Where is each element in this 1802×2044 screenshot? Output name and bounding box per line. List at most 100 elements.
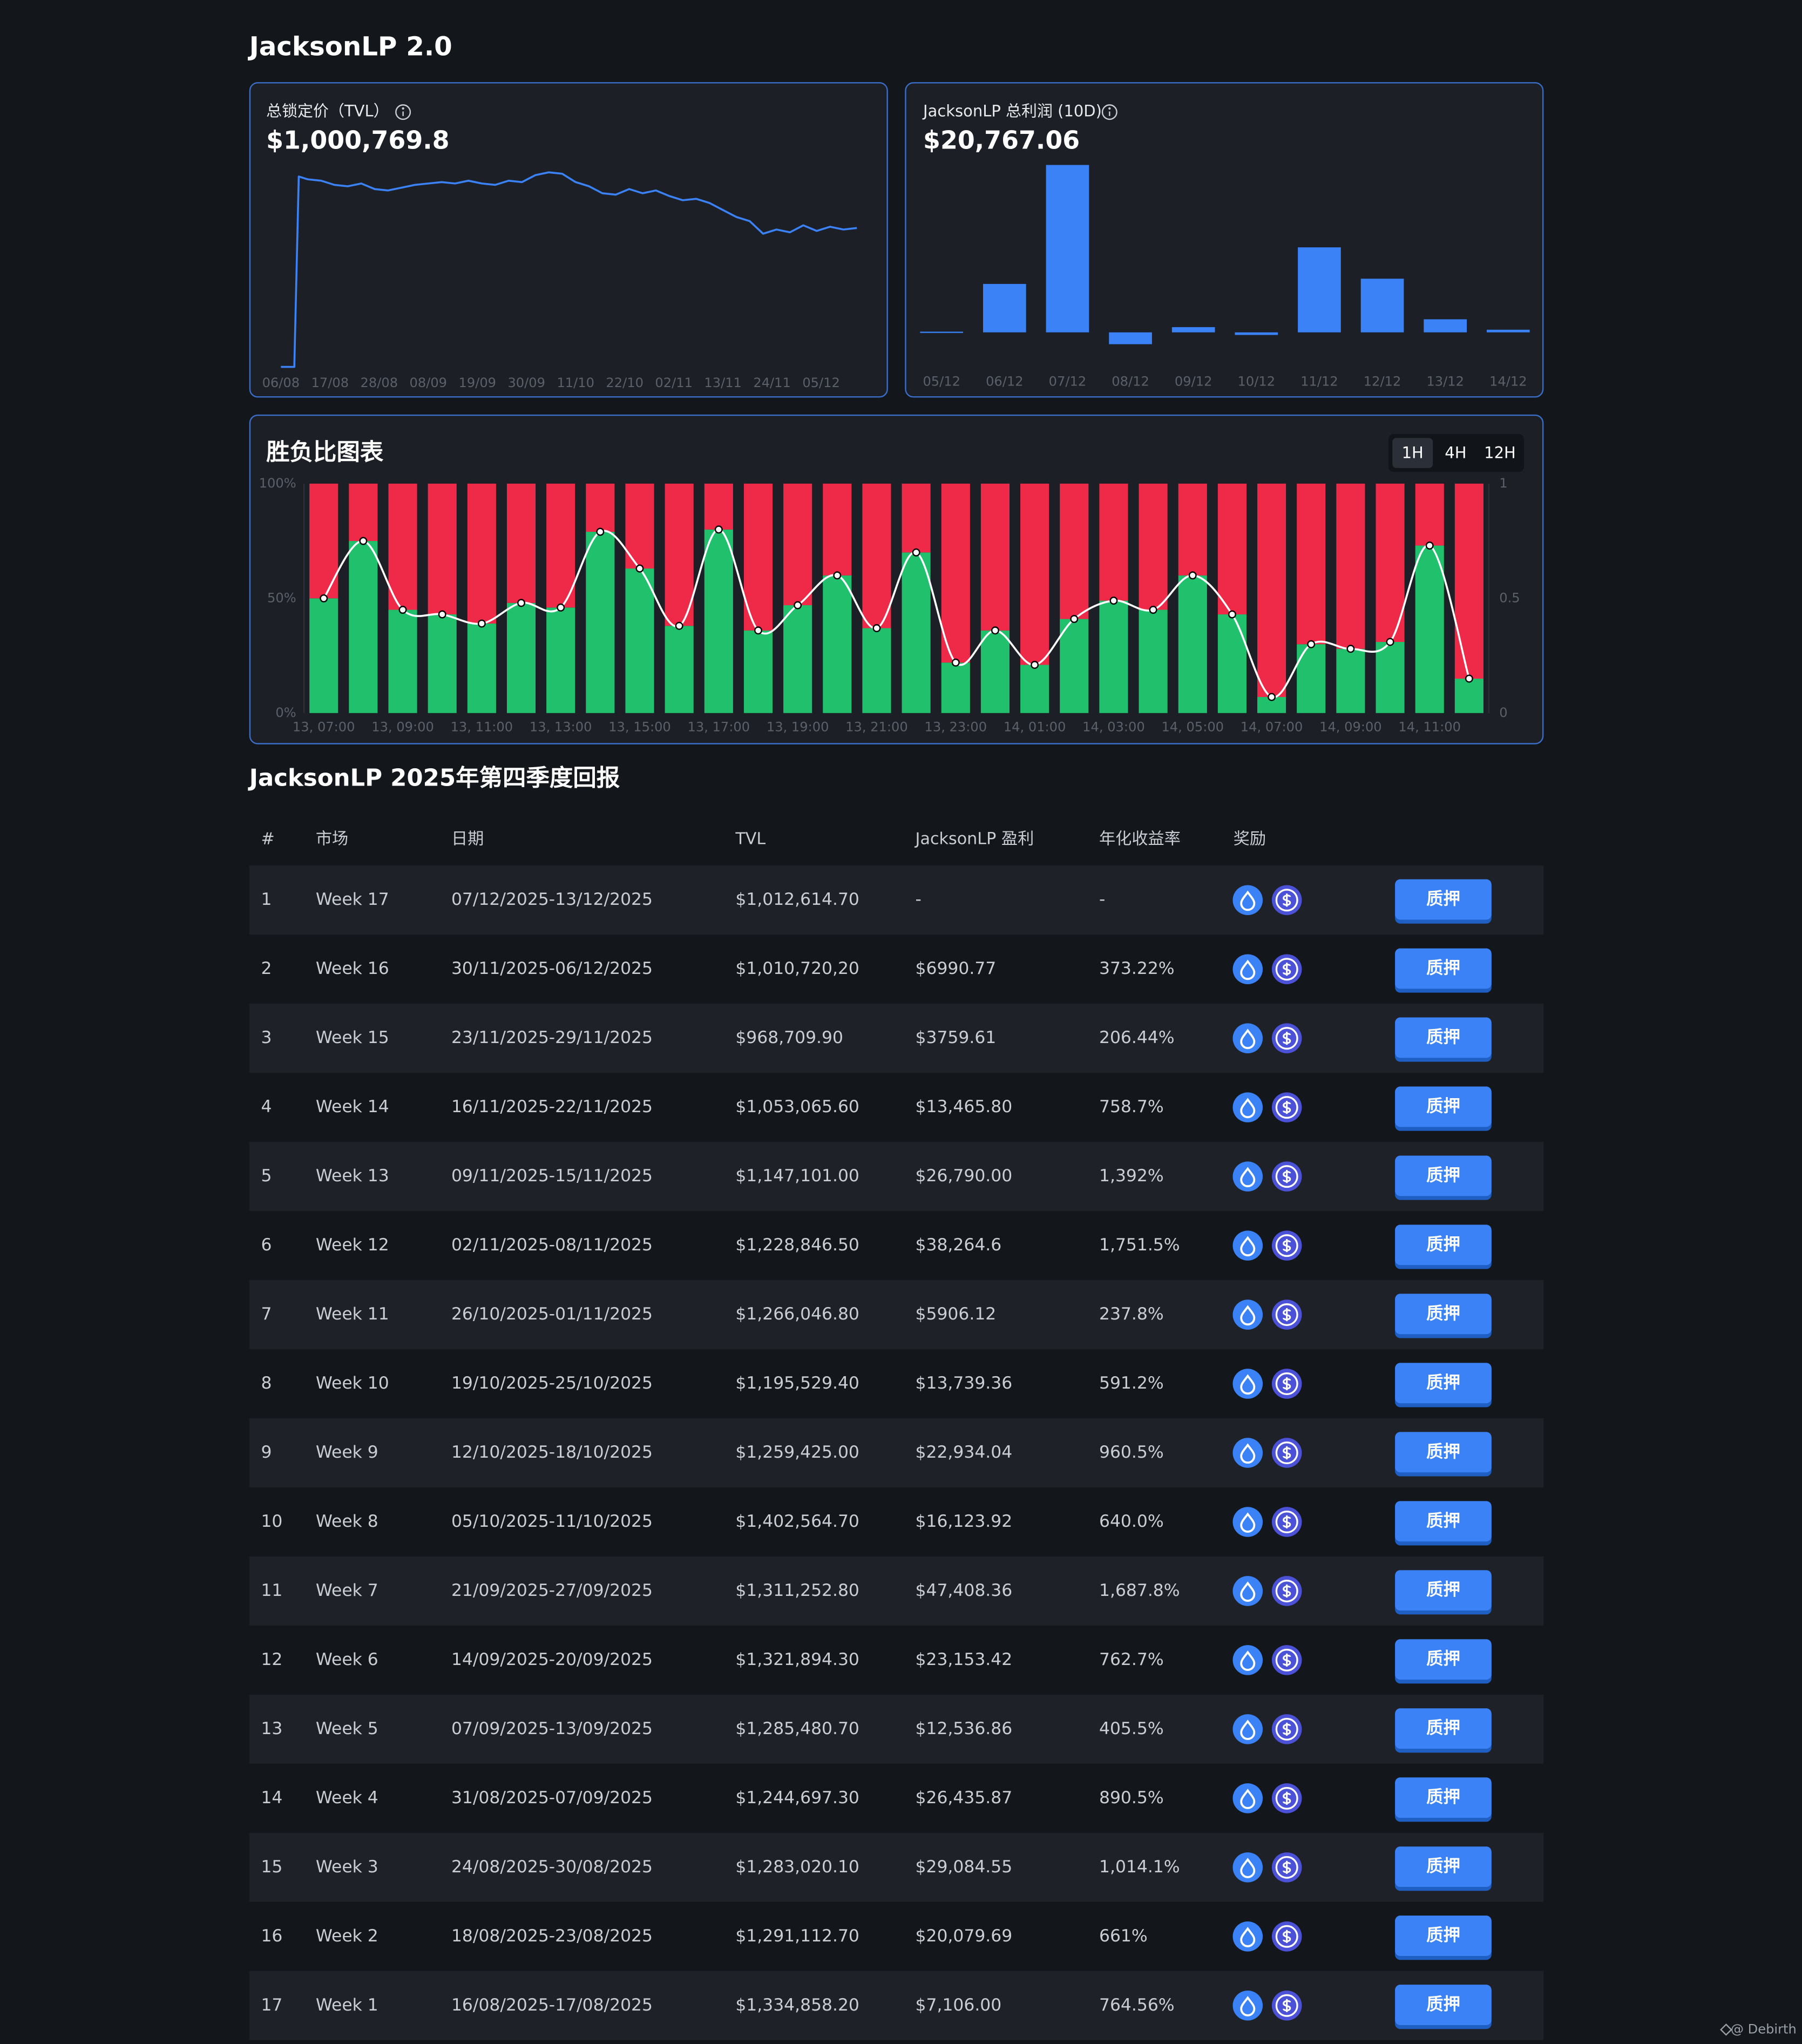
interval-button[interactable]: 1H xyxy=(1402,443,1424,462)
interval-button[interactable]: 4H xyxy=(1445,443,1466,462)
ratio-point xyxy=(1307,640,1316,648)
icon-circle xyxy=(1232,1645,1263,1675)
stake-button-label[interactable]: 质押 xyxy=(1426,1166,1460,1185)
cell: $1,291,112.70 xyxy=(735,1926,859,1946)
icon-dollar xyxy=(1283,1999,1291,2012)
reward-icon-drop xyxy=(1232,1714,1263,1744)
y-tick-label: 50% xyxy=(267,590,296,605)
x-tick-label: 14, 07:00 xyxy=(1241,719,1303,734)
x-tick-label: 24/11 xyxy=(753,375,791,390)
cell: 960.5% xyxy=(1099,1443,1164,1462)
cell: 1,687.8% xyxy=(1099,1581,1180,1600)
stake-button-label[interactable]: 质押 xyxy=(1426,1857,1460,1876)
ratio-point xyxy=(1109,597,1118,605)
stake-button[interactable] xyxy=(1395,1224,1492,1265)
x-tick-label: 30/09 xyxy=(507,375,545,390)
reward-icon-usdc xyxy=(1271,1092,1302,1122)
stake-button-label[interactable]: 质押 xyxy=(1426,1511,1460,1531)
stake-button-label[interactable]: 质押 xyxy=(1426,958,1460,978)
stacked-bar xyxy=(1376,642,1405,713)
cell: 30/11/2025-06/12/2025 xyxy=(451,959,653,978)
cell: $968,709.90 xyxy=(735,1028,843,1047)
info-icon[interactable] xyxy=(1101,104,1117,120)
stake-button[interactable] xyxy=(1395,879,1492,920)
stacked-bar xyxy=(1178,575,1207,713)
stake-button-label[interactable]: 质押 xyxy=(1426,1718,1460,1738)
stake-button[interactable] xyxy=(1395,1985,1492,2025)
cell: 206.44% xyxy=(1099,1028,1175,1047)
reward-icon-drop xyxy=(1232,885,1263,916)
ratio-point xyxy=(1346,645,1355,653)
stake-button[interactable] xyxy=(1395,1639,1492,1680)
x-tick-label: 14, 11:00 xyxy=(1398,719,1461,734)
cell: $1,266,046.80 xyxy=(735,1304,859,1324)
stake-button[interactable] xyxy=(1395,1708,1492,1749)
cell: 1 xyxy=(261,890,272,909)
cell: Week 16 xyxy=(316,959,389,978)
x-tick-label: 13, 15:00 xyxy=(608,719,671,734)
stake-button-label[interactable]: 质押 xyxy=(1426,1580,1460,1600)
stake-button[interactable] xyxy=(1395,1294,1492,1335)
stacked-bar xyxy=(902,483,931,553)
column-header: 年化收益率 xyxy=(1099,829,1181,848)
stake-button-label[interactable]: 质押 xyxy=(1426,1027,1460,1047)
stake-button[interactable] xyxy=(1395,1916,1492,1957)
section-title: JacksonLP 2025年第四季度回报 xyxy=(248,764,620,791)
icon-ring xyxy=(1275,1165,1298,1188)
stake-button[interactable] xyxy=(1395,1432,1492,1473)
stake-button-label[interactable]: 质押 xyxy=(1426,1373,1460,1392)
x-tick-label: 13, 07:00 xyxy=(293,719,355,734)
icon-dollar xyxy=(1283,1239,1291,1253)
ratio-point xyxy=(714,525,723,534)
x-tick-label: 13/12 xyxy=(1426,374,1464,389)
stake-button-label[interactable]: 质押 xyxy=(1426,1788,1460,1807)
icon-dollar xyxy=(1283,894,1291,907)
stake-button-label[interactable]: 质押 xyxy=(1426,1235,1460,1254)
stake-button-label[interactable]: 质押 xyxy=(1426,1926,1460,1945)
x-tick-label: 13, 23:00 xyxy=(925,719,987,734)
ratio-point xyxy=(1149,606,1157,614)
reward-icon-usdc xyxy=(1271,1714,1302,1744)
bar xyxy=(1486,329,1530,333)
icon-circle xyxy=(1232,1576,1263,1606)
stacked-bar xyxy=(980,630,1010,713)
ratio-point xyxy=(1465,674,1473,683)
icon-circle xyxy=(1232,1507,1263,1537)
cell: 8 xyxy=(261,1373,272,1393)
x-tick-label: 09/12 xyxy=(1175,374,1212,389)
cell: $1,228,846.50 xyxy=(735,1235,859,1255)
bar xyxy=(1235,332,1278,335)
stake-button[interactable] xyxy=(1395,1777,1492,1818)
cell: 11 xyxy=(261,1581,282,1600)
stacked-bar xyxy=(1257,483,1286,698)
watermark-text: @ Debirth xyxy=(1731,2021,1797,2036)
stake-button[interactable] xyxy=(1395,1570,1492,1611)
x-tick-label: 14/12 xyxy=(1489,374,1527,389)
stake-button[interactable] xyxy=(1395,1501,1492,1542)
stake-button-label[interactable]: 质押 xyxy=(1426,1442,1460,1461)
stake-button[interactable] xyxy=(1395,1086,1492,1127)
stake-button-label[interactable]: 质押 xyxy=(1426,1097,1460,1116)
stake-button-label[interactable]: 质押 xyxy=(1426,1649,1460,1669)
icon-drop xyxy=(1240,1098,1256,1119)
stake-button-label[interactable]: 质押 xyxy=(1426,1995,1460,2014)
cell: $1,053,065.60 xyxy=(735,1097,859,1116)
stake-button-label[interactable]: 质押 xyxy=(1426,889,1460,909)
stake-button[interactable] xyxy=(1395,1363,1492,1404)
cell: 6 xyxy=(261,1235,272,1255)
cell: 762.7% xyxy=(1099,1650,1164,1669)
cell: Week 4 xyxy=(316,1788,378,1808)
row-background xyxy=(249,1418,1544,1487)
interval-button[interactable]: 12H xyxy=(1484,443,1516,462)
stake-button[interactable] xyxy=(1395,948,1492,989)
icon-drop xyxy=(1240,1443,1256,1464)
stacked-bar xyxy=(1099,600,1128,713)
stacked-bar xyxy=(1060,619,1089,713)
reward-icon-usdc xyxy=(1271,1023,1302,1053)
info-icon[interactable] xyxy=(395,104,411,120)
stake-button[interactable] xyxy=(1395,1017,1492,1058)
stake-button[interactable] xyxy=(1395,1155,1492,1196)
cell: 15 xyxy=(261,1857,282,1877)
stake-button[interactable] xyxy=(1395,1846,1492,1887)
stake-button-label[interactable]: 质押 xyxy=(1426,1304,1460,1323)
